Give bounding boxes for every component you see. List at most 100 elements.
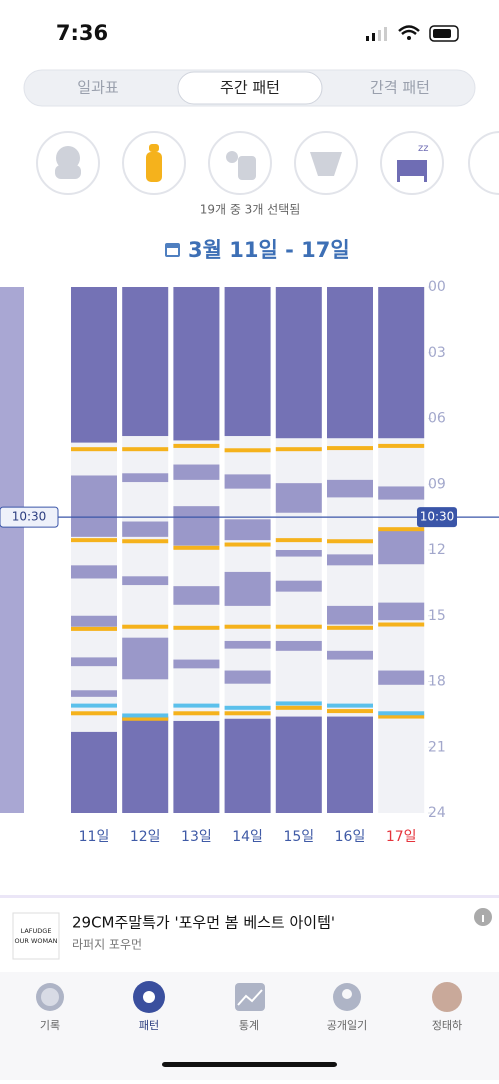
sleep-block: [173, 506, 220, 546]
sleep-block: [122, 576, 169, 586]
now-label: 10:30: [12, 510, 47, 524]
y-tick-label: 24: [428, 805, 446, 821]
event-mark: [122, 624, 169, 629]
event-mark: [122, 539, 169, 544]
sleep-block: [275, 483, 322, 513]
event-mark: [71, 711, 117, 716]
y-tick-label: 15: [428, 608, 446, 624]
sleep-block: [275, 716, 322, 813]
chart: 11일 12일 13일 14일 15일 16일 17일 00 03 06 09 12 15 18 21 24 1…: [0, 279, 499, 845]
event-mark: [327, 539, 373, 544]
sleep-block: [275, 550, 322, 557]
sleep-block: [224, 474, 271, 489]
nav-label[interactable]: 정태하: [432, 1018, 462, 1032]
y-tick-label: 06: [428, 411, 446, 427]
sleep-block: [327, 479, 373, 498]
clock: 7:36: [56, 21, 108, 45]
event-mark: [327, 446, 373, 451]
event-mark: [122, 713, 169, 718]
x-tick-label: 17일: [386, 829, 417, 845]
event-mark: [378, 714, 425, 719]
nav-labels: 기록 패턴 통계 공개일기 정태하: [40, 1018, 462, 1032]
tab[interactable]: 주간 패턴: [220, 79, 280, 97]
x-tick-label: 15일: [283, 829, 314, 845]
sleep-block: [327, 287, 373, 439]
tab-selected: [177, 71, 323, 105]
event-mark: [224, 542, 271, 547]
ad-info-glyph: [482, 915, 484, 922]
nav-label[interactable]: 패턴: [139, 1019, 159, 1032]
filter-icons[interactable]: zz: [36, 131, 499, 195]
now-badge: [0, 506, 59, 528]
event-mark: [173, 625, 220, 630]
selection-count: 19개 중 3개 선택됨: [200, 203, 301, 217]
event-mark: [275, 705, 322, 710]
event-mark: [224, 448, 271, 453]
sleep-block: [71, 475, 117, 537]
nav-label[interactable]: 공개일기: [327, 1018, 367, 1032]
sleep-block: [122, 473, 169, 483]
event-mark: [378, 711, 425, 716]
sleep-block: [173, 720, 220, 813]
nav-icons[interactable]: [36, 981, 462, 1013]
event-mark: [327, 709, 373, 714]
y-tick-label: 09: [428, 476, 446, 492]
sleep-block: [122, 716, 169, 813]
event-mark: [327, 703, 373, 708]
event-mark: [224, 705, 271, 710]
sleep-block: [122, 637, 169, 680]
event-mark: [378, 443, 425, 448]
event-mark: [378, 622, 425, 627]
sleep-block: [275, 287, 322, 439]
nav-label[interactable]: 기록: [40, 1019, 60, 1032]
event-mark: [122, 716, 169, 721]
event-mark: [224, 711, 271, 716]
nav-label[interactable]: 통계: [239, 1019, 259, 1032]
event-mark: [71, 626, 117, 631]
event-mark: [327, 625, 373, 630]
sleep-block: [173, 659, 220, 669]
event-mark: [275, 701, 322, 706]
sleep-block: [71, 690, 117, 697]
x-tick-label: 13일: [181, 829, 212, 845]
sleep-block: [378, 602, 425, 621]
calendar-icon: [165, 243, 180, 257]
sleep-block: [327, 650, 373, 660]
sleep-block: [173, 287, 220, 441]
ad-logo-text: OUR WOMAN: [15, 937, 58, 945]
ad-logo[interactable]: [12, 912, 60, 960]
sleep-block: [378, 486, 425, 500]
tab[interactable]: 일과표: [77, 79, 119, 97]
sleep-block: [378, 670, 425, 685]
tab[interactable]: 간격 패턴: [370, 79, 430, 97]
x-tick-label: 11일: [79, 829, 110, 845]
sleep-block: [224, 670, 271, 684]
event-mark: [173, 443, 220, 448]
event-mark: [275, 447, 322, 452]
sleep-block: [71, 731, 117, 813]
week-range: 3월 11일 - 17일: [188, 238, 350, 262]
event-mark: [224, 624, 271, 629]
sleep-block: [122, 521, 169, 537]
sleep-block: [173, 464, 220, 480]
sleep-block: [71, 615, 117, 627]
sleep-block: [378, 530, 425, 565]
sleep-block: [327, 605, 373, 625]
ad-title[interactable]: 29CM주말특가 '포우먼 봄 베스트 아이템': [72, 914, 335, 932]
ad-logo-text: LAFUDGE: [21, 927, 52, 935]
x-tick-label: 16일: [335, 829, 366, 845]
event-mark: [71, 538, 117, 543]
home-indicator: [162, 1062, 337, 1067]
event-mark: [122, 447, 169, 452]
svg-text:zz: zz: [418, 143, 429, 154]
now-badge: [417, 507, 457, 528]
sleep-block: [224, 571, 271, 606]
event-mark: [275, 538, 322, 543]
sleep-block: [378, 287, 425, 439]
event-mark: [173, 711, 220, 716]
y-tick-label: 18: [428, 674, 446, 690]
sleep-block: [122, 287, 169, 437]
sleep-block: [71, 657, 117, 667]
sleep-block: [327, 716, 373, 813]
